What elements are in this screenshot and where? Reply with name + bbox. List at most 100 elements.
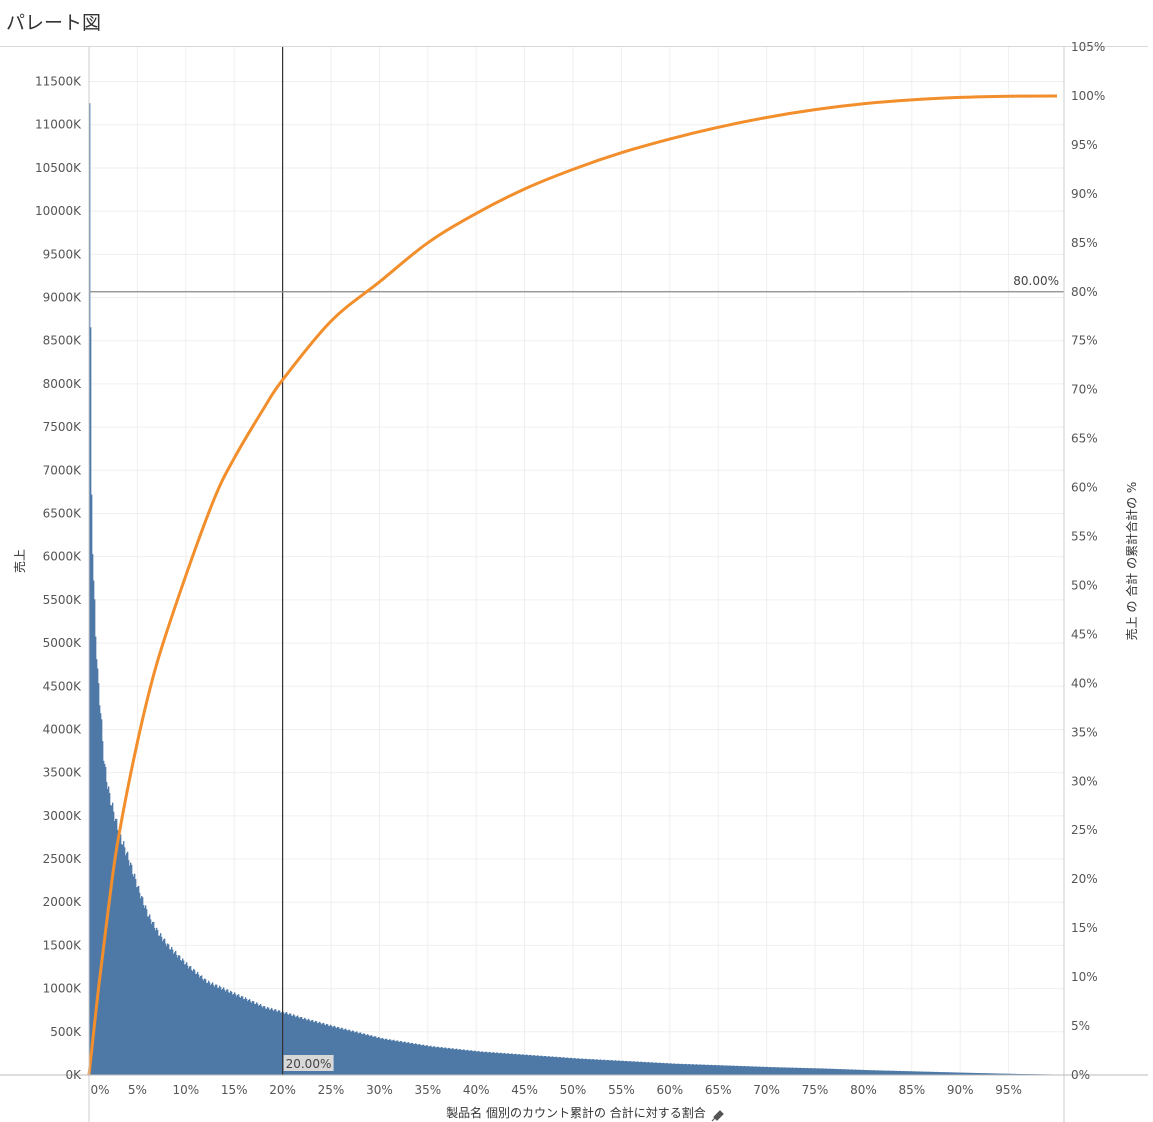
bar — [863, 1069, 865, 1075]
bar — [179, 955, 181, 1075]
bar — [825, 1068, 827, 1075]
bar — [551, 1056, 553, 1075]
bar — [292, 1015, 294, 1075]
bar — [296, 1016, 298, 1075]
pin-icon[interactable] — [711, 1110, 724, 1122]
bar — [947, 1072, 949, 1075]
bar — [1005, 1073, 1007, 1075]
bar — [418, 1044, 420, 1075]
bar — [546, 1056, 548, 1075]
title-divider — [0, 46, 1148, 47]
bar — [160, 933, 162, 1075]
bar — [316, 1021, 318, 1075]
bar — [843, 1069, 845, 1075]
bar — [293, 1014, 295, 1075]
bar — [535, 1055, 537, 1075]
bar — [984, 1073, 986, 1075]
bar — [565, 1058, 567, 1075]
bar — [267, 1007, 269, 1075]
bar — [454, 1049, 456, 1075]
bar — [649, 1062, 651, 1075]
bar — [549, 1056, 551, 1075]
bar — [212, 982, 214, 1075]
bar — [198, 974, 200, 1075]
bar — [272, 1009, 274, 1075]
bar — [806, 1068, 808, 1075]
bar — [949, 1072, 951, 1075]
bar — [687, 1064, 689, 1075]
bar — [836, 1068, 838, 1075]
bar — [305, 1018, 307, 1075]
bar — [619, 1060, 621, 1075]
x-tick: 55% — [608, 1083, 635, 1097]
bar — [543, 1056, 545, 1075]
bar — [818, 1068, 820, 1075]
bar — [585, 1058, 587, 1075]
bar — [562, 1057, 564, 1075]
bar — [373, 1037, 375, 1075]
bar — [331, 1025, 333, 1075]
bar — [976, 1073, 978, 1075]
bar — [901, 1071, 903, 1075]
bar — [808, 1068, 810, 1075]
y-right-tick: 65% — [1071, 432, 1098, 446]
bar — [319, 1021, 321, 1075]
y-left-tick: 9500K — [43, 247, 83, 261]
bar — [657, 1063, 659, 1075]
bar — [899, 1070, 901, 1075]
bar — [642, 1062, 644, 1075]
bar — [879, 1070, 881, 1075]
bar — [170, 949, 172, 1075]
bar — [346, 1029, 348, 1075]
bar — [928, 1071, 930, 1075]
bar — [918, 1071, 920, 1075]
bar — [754, 1066, 756, 1075]
bar — [661, 1063, 663, 1075]
bar — [435, 1047, 437, 1075]
bar — [730, 1065, 732, 1075]
bar — [370, 1035, 372, 1075]
bar — [375, 1036, 377, 1075]
bar — [877, 1070, 879, 1075]
bar — [171, 946, 173, 1075]
bar — [707, 1064, 709, 1075]
bar — [128, 860, 130, 1075]
bar — [371, 1035, 373, 1075]
bar — [647, 1062, 649, 1075]
bar — [453, 1048, 455, 1075]
bar — [703, 1064, 705, 1075]
bar — [893, 1070, 895, 1075]
bar — [768, 1067, 770, 1075]
bar — [900, 1070, 902, 1075]
y-right-tick: 75% — [1071, 334, 1098, 348]
bar — [993, 1073, 995, 1075]
bar — [208, 980, 210, 1075]
bar — [926, 1071, 928, 1075]
bar — [616, 1060, 618, 1075]
bar — [304, 1017, 306, 1075]
y-right-tick: 90% — [1071, 187, 1098, 201]
bar — [665, 1063, 667, 1075]
bar — [514, 1054, 516, 1075]
bar — [469, 1050, 471, 1075]
bar — [426, 1045, 428, 1075]
bar — [92, 554, 94, 1075]
bar — [150, 919, 152, 1075]
bar — [952, 1072, 954, 1075]
bar — [630, 1061, 632, 1075]
bar — [682, 1063, 684, 1075]
bar — [224, 989, 226, 1075]
bar — [359, 1032, 361, 1075]
bar — [1010, 1073, 1012, 1075]
bar — [798, 1068, 800, 1075]
bar — [290, 1013, 292, 1075]
bar — [90, 327, 92, 1075]
bar — [744, 1066, 746, 1075]
bar — [638, 1061, 640, 1075]
y-left-tick: 2000K — [43, 895, 83, 909]
bar — [425, 1045, 427, 1075]
bar — [622, 1060, 624, 1075]
bar — [201, 975, 203, 1075]
bar — [931, 1071, 933, 1075]
y-left-tick: 8000K — [43, 377, 83, 391]
